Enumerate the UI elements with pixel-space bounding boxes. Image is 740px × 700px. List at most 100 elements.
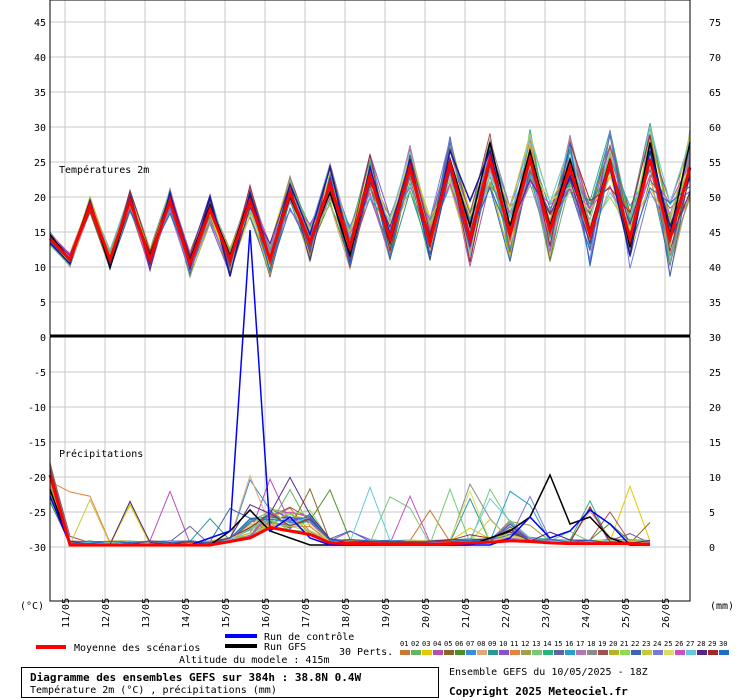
- x-tick-label: 24/05: [581, 598, 592, 628]
- pert-legend-swatch: [686, 650, 696, 655]
- legend-mean-label: Moyenne des scénarios: [74, 642, 200, 654]
- pert-legend-swatch: [477, 650, 487, 655]
- x-tick-label: 25/05: [621, 598, 632, 628]
- right-tick-label: 30: [709, 333, 721, 344]
- left-tick-label: -30: [28, 543, 46, 554]
- perturbation-legend: 01 02 03 04 05 06 07 08 09 10 11 12 13 14 15 16 17 18 19 20…: [400, 640, 729, 655]
- pert-legend-number: 17: [576, 640, 584, 648]
- left-tick-label: -25: [28, 508, 46, 519]
- pert-legend-swatch: [697, 650, 707, 655]
- pert-legend-swatch: [708, 650, 718, 655]
- pert-legend-swatch: [653, 650, 663, 655]
- pert-legend-swatch: [565, 650, 575, 655]
- pert-legend-swatch: [587, 650, 597, 655]
- right-tick-label: 75: [709, 18, 721, 29]
- left-tick-label: 15: [34, 228, 46, 239]
- pert-legend-swatch: [631, 650, 641, 655]
- pert-legend-swatch: [675, 650, 685, 655]
- pert-legend-swatch: [664, 650, 674, 655]
- left-tick-label: 5: [40, 298, 46, 309]
- pert-legend-swatch: [719, 650, 729, 655]
- pert-legend-swatch: [642, 650, 652, 655]
- pert-legend-number: 22: [631, 640, 639, 648]
- left-tick-label: 40: [34, 53, 46, 64]
- pert-legend-swatch: [510, 650, 520, 655]
- left-tick-label: 20: [34, 193, 46, 204]
- legend-perts-label: 30 Perts.: [339, 647, 393, 658]
- left-tick-label: -5: [34, 368, 46, 379]
- x-tick-label: 26/05: [661, 598, 672, 628]
- precip-plot-frame: [49, 336, 691, 602]
- pert-legend-number: 02: [411, 640, 419, 648]
- right-tick-label: 25: [709, 368, 721, 379]
- pert-legend-number: 09: [488, 640, 496, 648]
- x-tick-label: 12/05: [101, 598, 112, 628]
- right-tick-label: 40: [709, 263, 721, 274]
- x-tick-label: 15/05: [221, 598, 232, 628]
- right-tick-label: 10: [709, 473, 721, 484]
- pert-legend-swatch: [521, 650, 531, 655]
- pert-legend-number: 10: [499, 640, 507, 648]
- pert-legend-swatch: [554, 650, 564, 655]
- mean-temp-line: [48, 153, 692, 269]
- left-tick-label: -20: [28, 473, 46, 484]
- left-tick-label: 45: [34, 18, 46, 29]
- right-tick-label: 50: [709, 193, 721, 204]
- pert-legend-number: 19: [598, 640, 606, 648]
- pert-legend-swatch: [444, 650, 454, 655]
- left-tick-label: 0: [40, 333, 46, 344]
- left-tick-label: 10: [34, 263, 46, 274]
- pert-legend-number: 30: [719, 640, 727, 648]
- x-tick-label: 23/05: [541, 598, 552, 628]
- legend-gfs-label: Run GFS: [264, 642, 306, 653]
- altitude-label: Altitude du modele : 415m: [179, 655, 330, 666]
- pert-legend-swatch: [532, 650, 542, 655]
- pert-legend-number: 29: [708, 640, 716, 648]
- x-tick-label: 22/05: [501, 598, 512, 628]
- legend: Moyenne des scénarios Run de contrôle Ru…: [36, 631, 729, 666]
- pert-legend-number: 07: [466, 640, 474, 648]
- x-tick-label: 17/05: [301, 598, 312, 628]
- temp-panel-label: Températures 2m: [59, 164, 149, 176]
- right-tick-label: 60: [709, 123, 721, 134]
- x-tick-label: 21/05: [461, 598, 472, 628]
- right-tick-label: 45: [709, 228, 721, 239]
- run-info: Ensemble GEFS du 10/05/2025 - 18Z: [449, 667, 648, 678]
- legend-control-label: Run de contrôle: [264, 631, 354, 643]
- x-tick-label: 19/05: [381, 598, 392, 628]
- pert-legend-number: 20: [609, 640, 617, 648]
- right-tick-label: 35: [709, 298, 721, 309]
- left-tick-label: -10: [28, 403, 46, 414]
- pert-legend-swatch: [598, 650, 608, 655]
- x-tick-label: 14/05: [181, 598, 192, 628]
- pert-legend-swatch: [499, 650, 509, 655]
- mean-precip-line: [48, 474, 651, 547]
- pert-legend-swatch: [576, 650, 586, 655]
- x-tick-label: 13/05: [141, 598, 152, 628]
- right-tick-label: 70: [709, 53, 721, 64]
- x-tick-label: 20/05: [421, 598, 432, 628]
- pert-legend-swatch: [422, 650, 432, 655]
- left-axis-ticks: 45 40 35 30 25 20 15 10 5 0 -5 -10 -15 -20 -25 -30: [28, 18, 46, 554]
- pert-legend-number: 13: [532, 640, 540, 648]
- pert-legend-number: 14: [543, 640, 551, 648]
- right-tick-label: 55: [709, 158, 721, 169]
- pert-legend-swatch: [400, 650, 410, 655]
- x-tick-label: 11/05: [61, 598, 72, 628]
- grid: [50, 0, 690, 601]
- pert-legend-swatch: [620, 650, 630, 655]
- pert-legend-number: 15: [554, 640, 562, 648]
- left-tick-label: 35: [34, 88, 46, 99]
- left-tick-label: 25: [34, 158, 46, 169]
- pert-legend-number: 01: [400, 640, 408, 648]
- pert-legend-number: 05: [444, 640, 452, 648]
- perturbation-temp-line: [49, 134, 691, 269]
- pert-legend-number: 27: [686, 640, 694, 648]
- pert-legend-number: 03: [422, 640, 430, 648]
- left-tick-label: -15: [28, 438, 46, 449]
- left-unit-label: (°C): [20, 601, 44, 612]
- pert-legend-swatch: [488, 650, 498, 655]
- pert-legend-number: 21: [620, 640, 628, 648]
